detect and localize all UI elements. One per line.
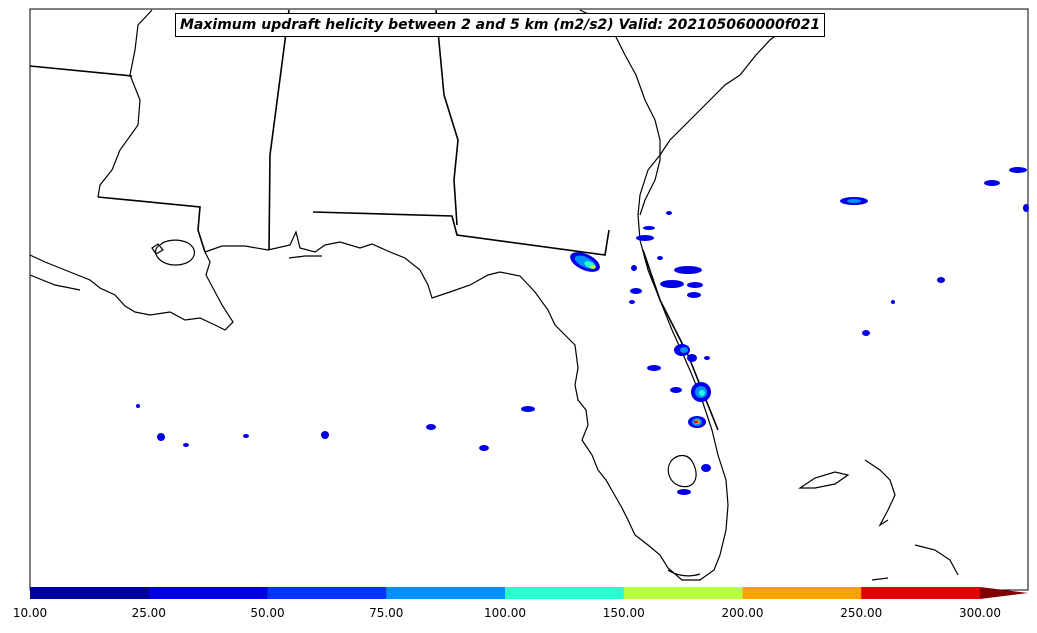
helicity-contours	[136, 167, 1029, 495]
colorbar-segment	[505, 587, 625, 599]
colorbar-segment	[623, 587, 743, 599]
colorbar-tick-label: 75.00	[369, 606, 404, 620]
colorbar-tick-label: 25.00	[131, 606, 166, 620]
colorbar-tick-label: 100.00	[484, 606, 526, 620]
colorbar-segment	[861, 587, 981, 599]
colorbar-tick-label: 300.00	[959, 606, 1001, 620]
colorbar-segment	[742, 587, 862, 599]
map-title: Maximum updraft helicity between 2 and 5…	[175, 13, 826, 37]
colorbar-tick-label: 200.00	[721, 606, 764, 620]
colorbar-tick-label: 50.00	[250, 606, 285, 620]
colorbar-segment	[148, 587, 268, 599]
colorbar-tick-label: 150.00	[602, 606, 645, 620]
colorbar-segment	[30, 587, 150, 599]
colorbar-tick-label: 10.00	[12, 606, 48, 620]
colorbar-segment	[267, 587, 387, 599]
state-borders	[29, 9, 719, 431]
colorbar-segment	[386, 587, 506, 599]
colorbar-extend-arrow	[980, 587, 1028, 599]
map-frame	[29, 8, 1029, 591]
colorbar	[30, 587, 1028, 599]
colorbar-tick-label: 250.00	[840, 606, 883, 620]
